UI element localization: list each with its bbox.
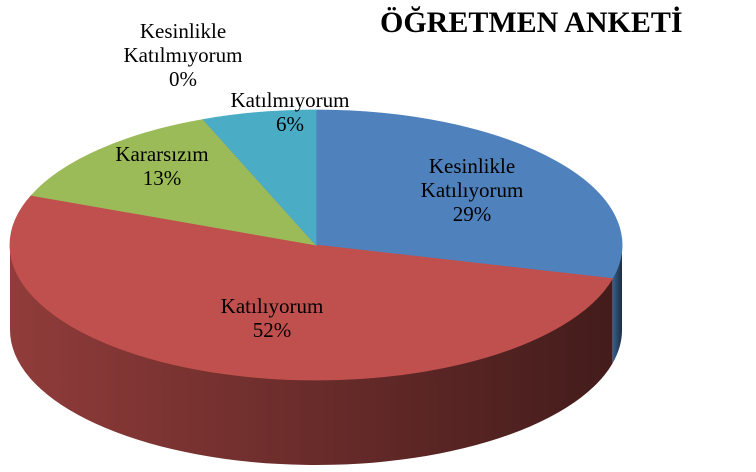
category-label: Kesinlikle Katılmıyorum — [123, 19, 243, 67]
slice-side — [10, 245, 613, 465]
data-label: Katılmıyorum 6% — [205, 88, 375, 136]
category-label: Kararsızım — [115, 142, 209, 166]
value-label: 13% — [142, 166, 182, 190]
category-label: Kesinlikle Katılıyorum — [420, 154, 524, 202]
slice — [202, 109, 317, 247]
slice — [30, 119, 318, 246]
slice — [9, 194, 614, 381]
data-label: Kesinlikle Katılmıyorum 0% — [108, 19, 258, 91]
data-label: Kesinlikle Katılıyorum 29% — [397, 154, 547, 226]
data-label: Katılıyorum 52% — [192, 294, 352, 342]
value-label: 29% — [452, 202, 492, 226]
category-label: Katılmıyorum — [230, 88, 350, 112]
chart-title: ÖĞRETMEN ANKETİ — [380, 6, 683, 39]
value-label: 6% — [276, 112, 304, 136]
slice — [315, 109, 623, 279]
data-label: Kararsızım 13% — [92, 142, 232, 190]
value-label: 0% — [169, 67, 197, 91]
category-label: Katılıyorum — [220, 294, 324, 318]
value-label: 52% — [252, 318, 292, 342]
